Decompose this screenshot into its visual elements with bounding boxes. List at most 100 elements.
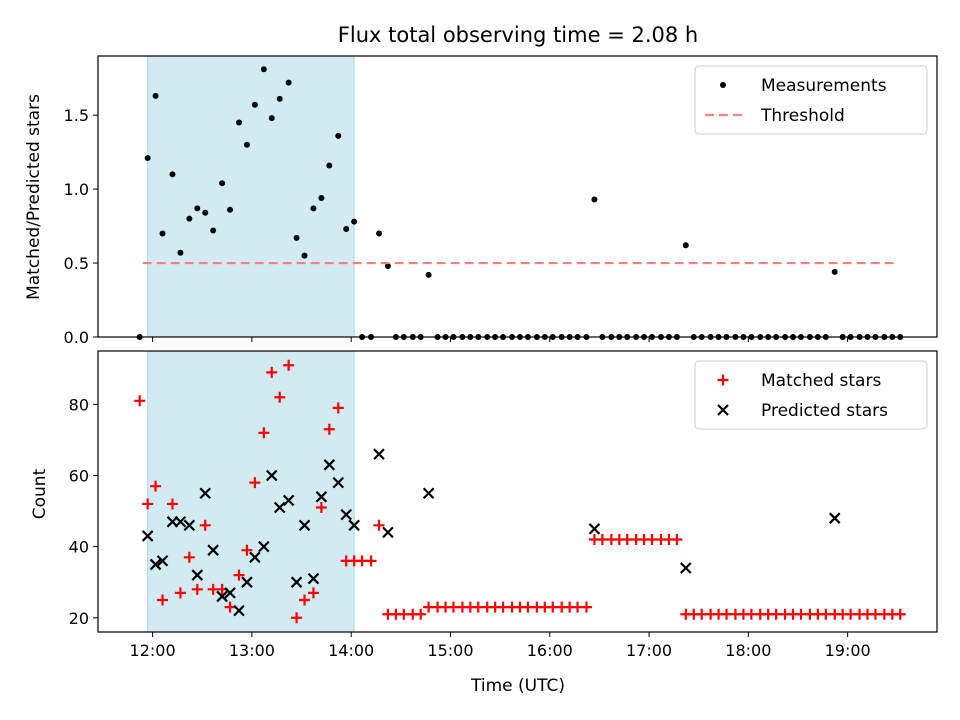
predicted-star-point (348, 519, 360, 532)
predicted-star-point (588, 523, 601, 535)
matched-star-point (266, 366, 278, 378)
predicted-star-point (249, 551, 261, 564)
predicted-star-point (207, 544, 219, 556)
x-tick-label: 13:00 (229, 641, 275, 660)
legend-box (694, 65, 928, 135)
measurement-point (335, 132, 342, 139)
measurement-point (831, 268, 838, 275)
predicted-star-point (422, 487, 435, 500)
predicted-star-point (241, 576, 253, 588)
matched-star-point (134, 395, 146, 407)
matched-star-point (307, 587, 319, 599)
x-tick-label: 19:00 (825, 641, 871, 660)
matched-star-point (199, 519, 211, 531)
y-tick-label: 20 (69, 609, 89, 628)
measurement-point (251, 101, 258, 108)
measurement-point (210, 227, 217, 234)
matched-star-point (373, 519, 385, 531)
axes-frame (97, 350, 938, 633)
matched-star-point (315, 502, 327, 514)
predicted-star-point (290, 576, 303, 588)
matched-star-point (241, 544, 253, 556)
x-tick-label: 18:00 (725, 641, 771, 660)
matched-star-point (233, 569, 245, 581)
bottom-panel: 20 40 60 80 12:00 13:00 14:00 15:00 16:00 17:00 18… (69, 350, 938, 660)
predicted-star-point (382, 526, 394, 539)
matched-star-point (415, 608, 427, 620)
measurement-point (243, 141, 250, 148)
measurement-point (169, 171, 176, 178)
predicted-star-point (149, 558, 162, 571)
top-y-axis-label: Matched/Predicted stars (24, 94, 44, 300)
observing-interval-shade (147, 350, 355, 633)
y-tick-label: 40 (69, 538, 89, 557)
predicted-star-point (233, 604, 245, 617)
x-tick-label: 15:00 (427, 641, 473, 660)
matched-star-point (274, 391, 286, 403)
matched-star-point (150, 480, 162, 492)
predicted-star-point (323, 459, 336, 471)
measurement-point (375, 230, 382, 237)
legend-label: Measurements (761, 76, 887, 96)
axes-frame (97, 55, 938, 338)
x-tick-label: 12:00 (130, 641, 176, 660)
predicted-star-point (315, 491, 328, 503)
predicted-star-point (183, 519, 196, 532)
measurement-point (260, 66, 267, 73)
measurement-point (152, 92, 159, 99)
measurement-point (293, 234, 300, 241)
matched-star-point (183, 551, 195, 563)
predicted-star-point (216, 590, 228, 603)
measurement-point (591, 196, 598, 203)
measurement-point (177, 249, 184, 256)
predicted-star-point (199, 487, 212, 500)
matched-star-point (258, 427, 270, 439)
matched-star-point (249, 477, 261, 489)
predicted-star-point (340, 508, 353, 521)
measurement-point (351, 218, 358, 225)
x-tick-label: 14:00 (328, 641, 374, 660)
measurement-point (144, 155, 151, 162)
matched-star-point (581, 601, 593, 613)
measurement-point (276, 95, 283, 102)
legend-marker-x (717, 404, 729, 416)
measurement-point (235, 119, 242, 126)
predicted-star-point (680, 562, 692, 574)
y-tick-label: 80 (69, 395, 89, 414)
x-tick-label: 16:00 (527, 641, 573, 660)
y-tick-label: 0.0 (64, 328, 89, 347)
matched-star-point (671, 534, 683, 546)
bottom-y-axis-label: Count (30, 468, 50, 519)
x-axis-label: Time (UTC) (470, 676, 565, 696)
y-tick-label: 1.5 (64, 106, 89, 125)
measurement-point (343, 226, 350, 233)
matched-star-point (299, 594, 311, 606)
y-tick-label: 1.0 (64, 180, 89, 199)
predicted-star-point (273, 501, 286, 514)
predicted-star-point (332, 476, 345, 489)
matched-star-point (365, 555, 377, 567)
matched-star-point (332, 402, 344, 414)
measurement-point (268, 115, 275, 122)
legend-marker-dot (720, 82, 726, 88)
matched-star-point (323, 423, 335, 435)
matched-star-point (191, 583, 203, 595)
matched-star-point (174, 587, 186, 599)
legend-label: Predicted stars (761, 401, 888, 421)
y-tick-label: 60 (69, 466, 89, 485)
matched-star-point (142, 498, 154, 510)
y-tick-label: 0.5 (64, 254, 89, 273)
legend-label: Threshold (760, 106, 845, 126)
predicted-star-point (265, 469, 278, 482)
matched-star-point (894, 608, 906, 620)
matched-star-point (283, 359, 295, 371)
legend-label: Matched stars (761, 371, 881, 391)
predicted-star-point (174, 515, 187, 528)
predicted-star-point (258, 540, 270, 553)
measurement-point (227, 206, 234, 213)
predicted-star-point (156, 555, 169, 567)
measurement-point (310, 205, 317, 212)
predicted-star-point (373, 448, 385, 460)
predicted-star-point (282, 494, 295, 507)
